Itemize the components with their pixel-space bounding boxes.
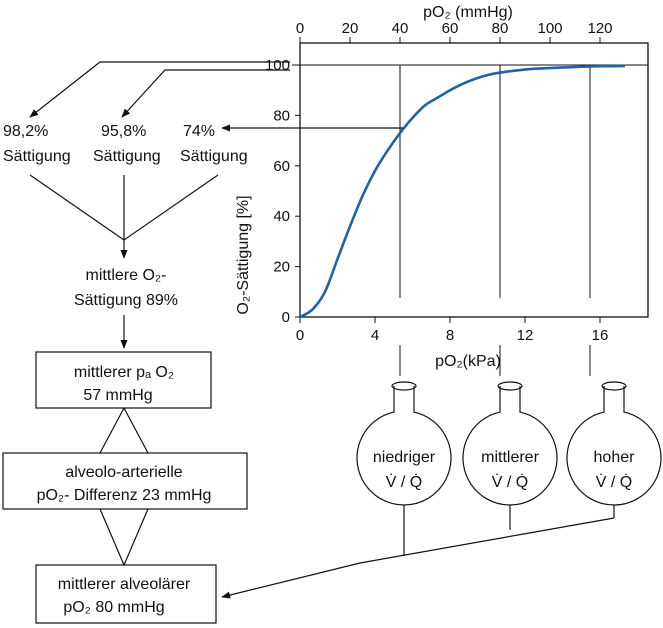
y-tick-label: 60	[273, 158, 290, 175]
arterial-line1: mittlerer pₐ O₂	[74, 364, 174, 381]
top-tick-label: 60	[442, 20, 459, 37]
plot-frame	[299, 42, 649, 318]
arrow-to-alveolar	[221, 517, 615, 599]
y-tick-label: 0	[282, 309, 290, 326]
top-tick-label: 100	[537, 20, 562, 37]
flask-ratio: V̇ / Q̇	[596, 473, 632, 491]
y-tick-label: 100	[265, 57, 290, 74]
flask-mouth	[601, 381, 627, 391]
flask-body	[462, 386, 558, 506]
mean-saturation-line2: Sättigung 89%	[74, 292, 178, 309]
top-tick-label: 40	[392, 20, 409, 37]
flask-mouth	[391, 381, 417, 391]
difference-line1: alveolo-arterielle	[65, 464, 182, 481]
alveolar-line2: pO₂ 80 mmHg	[63, 599, 164, 616]
saturation-high-label: Sättigung	[3, 148, 71, 165]
arrow-mid-saturation	[121, 69, 290, 118]
flask-connectors	[221, 505, 615, 599]
flask-ratio: V̇ / Q̇	[386, 473, 422, 491]
saturation-low-label: Sättigung	[180, 148, 248, 165]
saturation-curve	[299, 64, 626, 319]
flask-1: niedriger V̇ / Q̇	[356, 381, 452, 506]
diamond-2-right	[123, 508, 149, 566]
marker-lines	[399, 65, 591, 376]
x-top-axis-label: pO₂ (mmHg)	[423, 4, 513, 21]
arterial-line2: 57 mmHg	[83, 387, 152, 404]
flask-body	[566, 386, 662, 506]
difference-line2: pO₂- Differenz 23 mmHg	[37, 487, 212, 504]
flask-label: niedriger	[373, 449, 436, 466]
bottom-tick-label: 8	[446, 327, 454, 344]
top-tick-label: 0	[296, 20, 304, 37]
converging-lines	[29, 174, 219, 259]
merge-line-right	[123, 174, 219, 241]
flask-2: mittlerer V̇ / Q̇	[462, 381, 558, 506]
y-axis-label: O₂-Sättigung [%]	[235, 195, 252, 314]
bottom-tick-label: 12	[517, 327, 534, 344]
flask-label: mittlerer	[481, 449, 539, 466]
y-tick-label: 40	[273, 208, 290, 225]
diamond-2-left	[99, 508, 125, 566]
flask-mouth	[497, 381, 523, 391]
flask-3: hoher V̇ / Q̇	[566, 381, 662, 506]
arrow-high-saturation	[29, 61, 290, 118]
top-tick-label: 120	[587, 20, 612, 37]
x-bottom-axis-label: pO₂(kPa)	[435, 353, 501, 370]
merge-line-left	[29, 174, 125, 241]
alveolar-box	[35, 564, 217, 624]
bottom-axis-ticks: 0 4 8 12 16	[296, 317, 609, 344]
y-tick-label: 80	[273, 107, 290, 124]
bottom-tick-label: 16	[592, 327, 609, 344]
flask-label: hoher	[594, 449, 636, 466]
saturation-mid-label: Sättigung	[93, 148, 161, 165]
saturation-arrows	[29, 61, 403, 132]
top-tick-label: 20	[342, 20, 359, 37]
mean-saturation-line1: mittlere O₂-	[86, 267, 167, 284]
flask-body	[356, 386, 452, 506]
alveolar-line1: mittlerer alveolärer	[58, 576, 191, 593]
top-tick-label: 80	[492, 20, 509, 37]
top-axis-ticks: 0 20 40 60 80 100 120	[296, 20, 613, 43]
saturation-low-value: 74%	[183, 123, 215, 140]
flasks: niedriger V̇ / Q̇ mittlerer V̇ / Q̇ hoher V̇ …	[356, 381, 662, 506]
saturation-mid-value: 95,8%	[101, 123, 146, 140]
diamond-1-left-top	[99, 407, 125, 454]
saturation-high-value: 98,2%	[3, 123, 48, 140]
bottom-tick-label: 0	[296, 327, 304, 344]
diamond-1-right-top	[123, 407, 149, 454]
arterial-box	[35, 351, 212, 409]
oxygen-dissociation-chart: 0 20 40 60 80 100 120 0 4 8 12 16 0 20 40 60 80 100 pO₂…	[235, 4, 649, 376]
bottom-tick-label: 4	[371, 327, 379, 344]
flask-ratio: V̇ / Q̇	[492, 473, 528, 491]
difference-box	[2, 452, 248, 510]
y-tick-label: 20	[273, 259, 290, 276]
y-axis-ticks: 0 20 40 60 80 100	[265, 57, 648, 326]
